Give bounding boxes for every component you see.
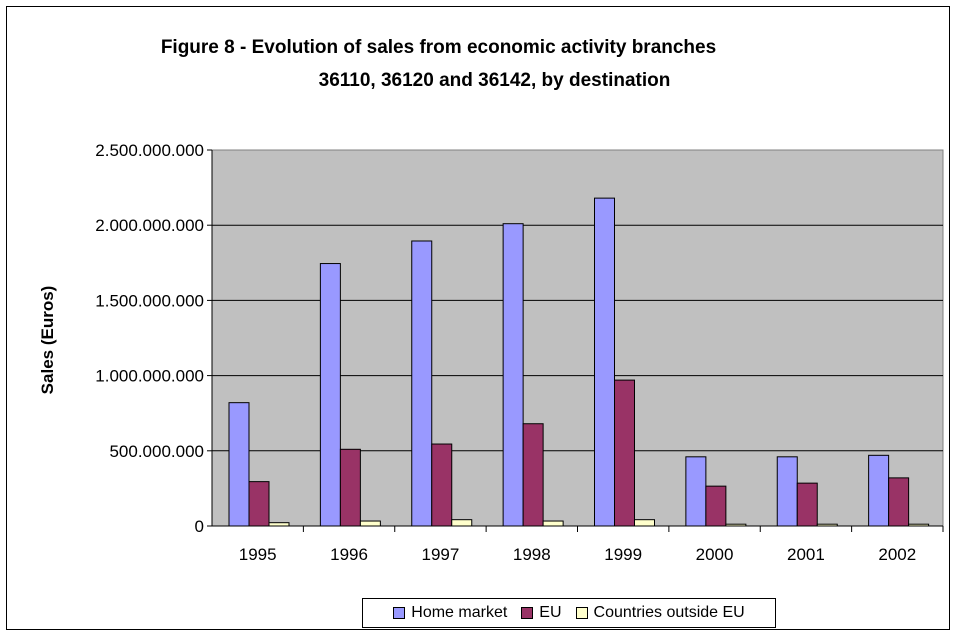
bar: [359, 520, 381, 527]
chart-title: Figure 8 - Evolution of sales from econo…: [160, 37, 717, 58]
bar: [776, 456, 798, 527]
legend-swatch: [393, 607, 406, 619]
legend-label: EU: [539, 604, 562, 621]
y-tick-label: 1.500.000.000: [95, 291, 204, 310]
bar: [542, 520, 564, 527]
bar: [522, 423, 544, 527]
y-ticks: 0 500.000.000 1.000.000.000 1.500.000.000 2.…: [95, 141, 212, 536]
bar: [228, 402, 250, 527]
chart-subtitle: 36110, 36120 and 36142, by destination: [318, 70, 671, 91]
bar: [705, 485, 727, 527]
x-tick-label: 1998: [513, 545, 551, 564]
bars: [228, 197, 930, 527]
legend-swatch: [575, 607, 588, 619]
bar: [451, 519, 473, 527]
legend-label: Countries outside EU: [593, 604, 745, 621]
bar: [868, 454, 890, 527]
legend: Home market EU Countries outside EU: [362, 598, 776, 628]
bar: [685, 456, 707, 527]
legend-item: Home market: [393, 604, 507, 622]
x-tick-label: 1999: [604, 545, 642, 564]
y-tick-label: 2.000.000.000: [95, 216, 204, 235]
bar: [614, 379, 635, 527]
x-tick-label: 2001: [787, 545, 825, 564]
bar: [339, 448, 361, 527]
bar: [248, 481, 270, 527]
bar: [411, 240, 433, 527]
legend-label: Home market: [411, 604, 508, 621]
x-tick-label: 1996: [330, 545, 368, 564]
x-tick-label: 2002: [878, 545, 916, 564]
x-tick-label: 1995: [239, 545, 277, 564]
x-tick-label: 1997: [422, 545, 460, 564]
bar: [634, 519, 655, 527]
bar: [319, 263, 341, 527]
legend-swatch: [521, 607, 534, 619]
bar: [431, 443, 453, 527]
bar: [594, 197, 615, 527]
x-tick-label: 2000: [696, 545, 734, 564]
legend-item: EU: [521, 604, 562, 622]
bar: [502, 223, 524, 527]
y-tick-label: 2.500.000.000: [95, 141, 204, 160]
y-tick-label: 0: [195, 517, 204, 536]
y-tick-label: 1.000.000.000: [95, 367, 204, 386]
x-ticks: 1995 1996 1997 1998 1999 2000 2001 2002: [239, 526, 944, 564]
bar: [796, 482, 818, 527]
legend-item: Countries outside EU: [575, 604, 745, 622]
bar: [888, 477, 910, 527]
y-tick-label: 500.000.000: [109, 442, 204, 461]
